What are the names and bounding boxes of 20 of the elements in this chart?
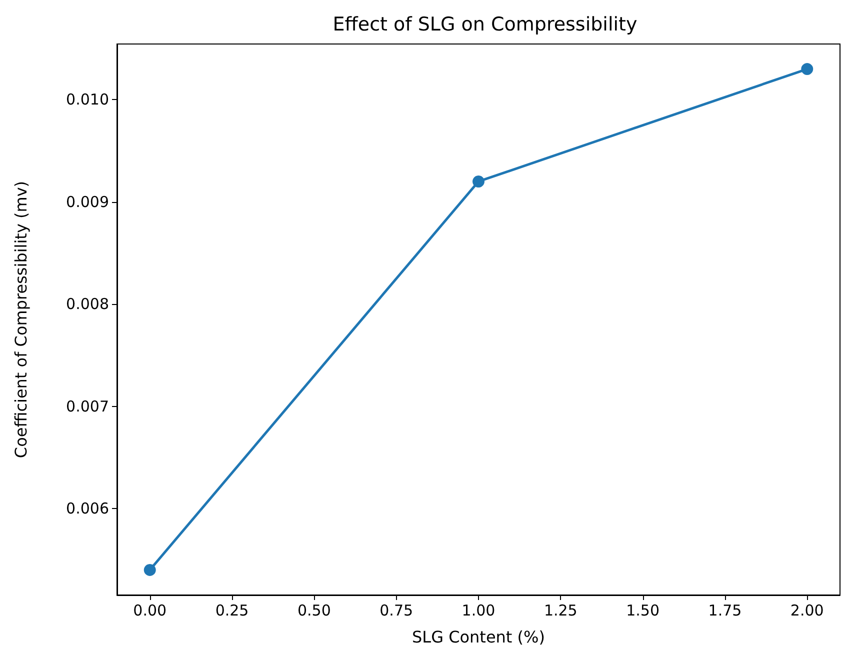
x-tick-label: 0.50 [297, 602, 331, 620]
x-tick-label: 1.00 [462, 602, 496, 620]
y-axis-title: Coefficient of Compressibility (mv) [12, 180, 30, 458]
x-tick-label: 1.50 [626, 602, 660, 620]
chart-title: Effect of SLG on Compressibility [332, 14, 638, 36]
y-tick-label: 0.010 [66, 90, 109, 109]
y-tick-label: 0.007 [66, 397, 109, 416]
y-tick-label: 0.008 [66, 295, 109, 314]
point [144, 564, 156, 576]
point [801, 63, 814, 76]
x-tick-label: 1.25 [544, 602, 578, 620]
point [472, 175, 484, 188]
x-tick-label: 2.00 [790, 602, 824, 620]
x-tick-label: 0.00 [133, 602, 167, 620]
y-tick-label: 0.006 [66, 500, 109, 518]
x-tick-label: 0.25 [215, 602, 249, 620]
x-tick-label: 1.75 [708, 602, 742, 620]
x-tick-label: 0.75 [380, 602, 414, 620]
y-tick-label: 0.009 [66, 192, 109, 211]
x-axis-title: SLG Content (%) [412, 628, 545, 646]
